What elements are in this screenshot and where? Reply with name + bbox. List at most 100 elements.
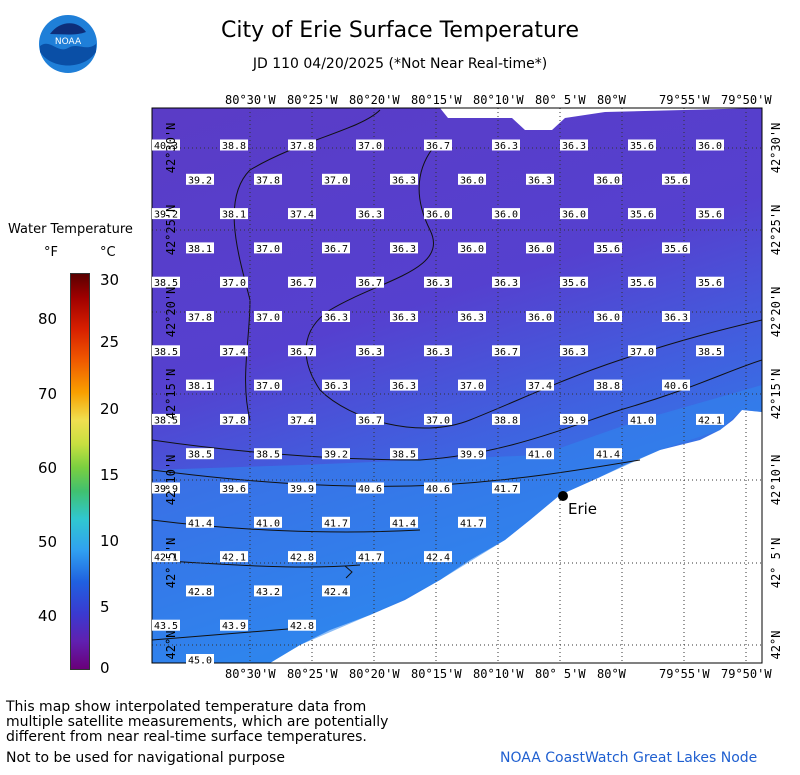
- temperature-label: 36.7: [492, 345, 520, 358]
- longitude-label-top: 80°30'W: [225, 93, 276, 107]
- svg-text:39.9: 39.9: [460, 450, 484, 461]
- svg-text:37.0: 37.0: [256, 313, 280, 324]
- tick-c-20: 20: [100, 400, 120, 418]
- map-frame: [151, 107, 763, 664]
- temperature-label: 37.8: [220, 413, 248, 426]
- svg-text:39.2: 39.2: [154, 210, 178, 221]
- temperature-label: 37.4: [220, 345, 248, 358]
- svg-text:42.1: 42.1: [698, 415, 722, 426]
- svg-text:38.1: 38.1: [188, 381, 212, 392]
- svg-text:41.0: 41.0: [528, 450, 552, 461]
- temperature-colorbar: [70, 273, 90, 670]
- temperature-label: 36.7: [356, 276, 384, 289]
- temperature-label: 38.5: [254, 448, 282, 461]
- temperature-label: 35.6: [628, 139, 656, 152]
- temperature-label: 37.8: [254, 173, 282, 186]
- svg-text:41.4: 41.4: [392, 518, 416, 529]
- svg-text:43.9: 43.9: [222, 621, 246, 632]
- temperature-label: 35.6: [696, 276, 724, 289]
- temperature-label: 36.0: [560, 208, 588, 221]
- svg-text:36.3: 36.3: [426, 347, 450, 358]
- svg-text:36.3: 36.3: [358, 347, 382, 358]
- svg-text:37.0: 37.0: [358, 141, 382, 152]
- svg-text:43.2: 43.2: [256, 587, 280, 598]
- temperature-label: 36.0: [458, 173, 486, 186]
- temperature-label: 37.0: [424, 413, 452, 426]
- svg-text:37.4: 37.4: [528, 381, 552, 392]
- temperature-label: 38.1: [220, 208, 248, 221]
- temperature-label: 36.3: [560, 345, 588, 358]
- temperature-label: 36.3: [492, 276, 520, 289]
- svg-text:41.7: 41.7: [494, 484, 518, 495]
- tick-c-10: 10: [100, 532, 120, 550]
- temperature-label: 43.2: [254, 585, 282, 598]
- longitude-label-bottom: 80°20'W: [349, 667, 400, 681]
- temperature-label: 36.0: [696, 139, 724, 152]
- svg-text:36.7: 36.7: [324, 244, 348, 255]
- svg-text:35.6: 35.6: [664, 244, 688, 255]
- tick-f-60: 60: [38, 459, 58, 477]
- temperature-label: 36.3: [356, 208, 384, 221]
- svg-text:35.6: 35.6: [664, 175, 688, 186]
- temperature-label: 36.0: [594, 173, 622, 186]
- svg-text:36.3: 36.3: [562, 347, 586, 358]
- temperature-label: 36.0: [526, 242, 554, 255]
- temperature-label: 41.4: [186, 516, 214, 529]
- temperature-label: 36.3: [492, 139, 520, 152]
- svg-text:37.8: 37.8: [290, 141, 314, 152]
- svg-text:36.7: 36.7: [494, 347, 518, 358]
- svg-text:42.1: 42.1: [154, 553, 178, 564]
- svg-text:36.7: 36.7: [426, 141, 450, 152]
- svg-text:36.3: 36.3: [528, 175, 552, 186]
- svg-text:36.3: 36.3: [392, 313, 416, 324]
- svg-text:37.0: 37.0: [256, 244, 280, 255]
- temperature-label: 41.4: [390, 516, 418, 529]
- note-line: multiple satellite measurements, which a…: [6, 714, 389, 730]
- svg-text:41.7: 41.7: [358, 553, 382, 564]
- longitude-label-top: 80°15'W: [411, 93, 462, 107]
- temperature-label: 38.1: [186, 242, 214, 255]
- temperature-label: 36.3: [390, 379, 418, 392]
- temperature-label: 36.7: [288, 345, 316, 358]
- svg-text:36.0: 36.0: [494, 210, 518, 221]
- latitude-label-left: 42°15'N: [164, 369, 178, 420]
- svg-text:36.3: 36.3: [358, 210, 382, 221]
- svg-text:36.3: 36.3: [460, 313, 484, 324]
- credit-text: NOAA CoastWatch Great Lakes Node: [500, 750, 758, 766]
- temperature-label: 39.2: [322, 448, 350, 461]
- temperature-label: 37.0: [458, 379, 486, 392]
- temperature-label: 36.3: [424, 276, 452, 289]
- temperature-label: 35.6: [662, 242, 690, 255]
- temperature-label: 35.6: [628, 208, 656, 221]
- svg-text:36.3: 36.3: [562, 141, 586, 152]
- svg-text:37.0: 37.0: [460, 381, 484, 392]
- svg-text:37.0: 37.0: [630, 347, 654, 358]
- temperature-label: 45.0: [186, 654, 214, 667]
- latitude-label-right: 42°10'N: [769, 455, 783, 506]
- latitude-label-right: 42°15'N: [769, 369, 783, 420]
- temperature-label: 36.3: [424, 345, 452, 358]
- temperature-label: 38.5: [696, 345, 724, 358]
- temperature-labels: 40.3 38.8 37.8 37.0 36.7 36.3 36.3 35.6 36.0 39.2…: [152, 139, 724, 667]
- temperature-label: 36.3: [526, 173, 554, 186]
- longitude-label-top: 79°55'W: [659, 93, 710, 107]
- svg-text:36.0: 36.0: [426, 210, 450, 221]
- svg-text:36.3: 36.3: [664, 313, 688, 324]
- svg-text:36.7: 36.7: [358, 415, 382, 426]
- svg-text:36.3: 36.3: [494, 278, 518, 289]
- temperature-label: 37.0: [254, 311, 282, 324]
- temperature-label: 36.3: [458, 311, 486, 324]
- svg-text:39.6: 39.6: [222, 484, 246, 495]
- temperature-label: 42.8: [288, 619, 316, 632]
- svg-text:36.3: 36.3: [324, 313, 348, 324]
- svg-text:36.0: 36.0: [698, 141, 722, 152]
- temperature-label: 38.8: [492, 413, 520, 426]
- svg-text:36.3: 36.3: [494, 141, 518, 152]
- svg-text:37.4: 37.4: [290, 415, 314, 426]
- temperature-label: 37.0: [356, 139, 384, 152]
- svg-text:37.4: 37.4: [290, 210, 314, 221]
- svg-text:41.4: 41.4: [596, 450, 620, 461]
- temperature-label: 41.7: [322, 516, 350, 529]
- latitude-label-left: 42°25'N: [164, 205, 178, 256]
- longitude-label-top: 80° 5'W: [535, 93, 586, 107]
